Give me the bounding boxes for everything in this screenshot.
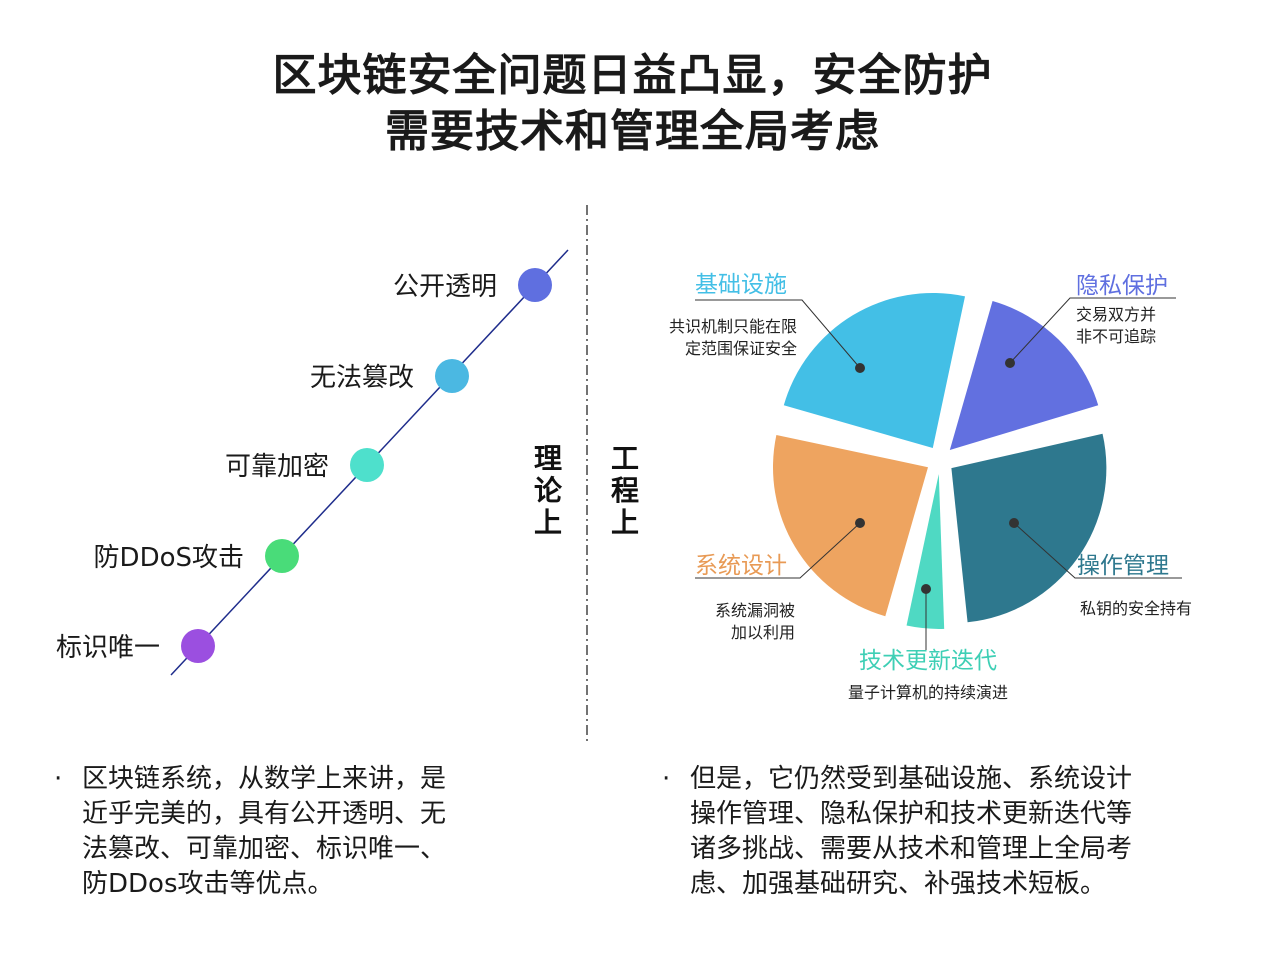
annotation-leader xyxy=(695,299,861,369)
vertical-label-char: 上 xyxy=(611,506,639,539)
pie-annotations: 隐私保护交易双方并非不可追踪操作管理私钥的安全持有技术更新迭代量子计算机的持续演… xyxy=(669,272,1192,702)
pie-slice xyxy=(772,434,928,617)
annotation-leader xyxy=(695,522,861,579)
bullet-dot: · xyxy=(54,764,63,794)
timeline-dot xyxy=(518,268,552,302)
slice-description: 系统漏洞被 xyxy=(715,601,795,620)
pie-chart xyxy=(772,292,1107,629)
bullet-right-line: 但是，它仍然受到基础设施、系统设计 xyxy=(690,764,1133,794)
vertical-label-char: 论 xyxy=(534,474,563,507)
bullet-right-line: 虑、加强基础研究、补强技术短板。 xyxy=(690,869,1107,899)
bullet-left-line: 近乎完美的，具有公开透明、无 xyxy=(82,799,447,829)
theory-label: 理论上 xyxy=(534,442,563,539)
timeline-dot xyxy=(265,539,299,573)
slice-description: 非不可追踪 xyxy=(1076,327,1156,346)
annotation-leader xyxy=(1009,297,1176,364)
annotation-dot xyxy=(921,584,931,594)
timeline-label: 标识唯一 xyxy=(56,633,160,663)
engineering-label: 工程上 xyxy=(611,442,639,539)
title-line-1: 区块链安全问题日益凸显，安全防护 xyxy=(272,50,993,101)
bullet-dot: · xyxy=(662,764,671,794)
slice-label: 基础设施 xyxy=(695,272,787,298)
vertical-label-char: 理 xyxy=(534,442,562,475)
annotation-leader xyxy=(1013,522,1182,579)
timeline-dot xyxy=(350,448,384,482)
page-title: 区块链安全问题日益凸显，安全防护 需要技术和管理全局考虑 xyxy=(0,48,1265,160)
slice-description: 加以利用 xyxy=(731,623,795,642)
slice-description: 共识机制只能在限 xyxy=(669,317,797,336)
timeline-label: 可靠加密 xyxy=(225,452,329,482)
vertical-label-char: 上 xyxy=(534,506,562,539)
bullet-right-line: 诸多挑战、需要从技术和管理上全局考 xyxy=(690,834,1133,864)
pie-slice xyxy=(951,433,1107,623)
bullet-left-line: 区块链系统，从数学上来讲，是 xyxy=(82,764,447,794)
slice-description: 量子计算机的持续演进 xyxy=(848,683,1008,702)
slice-description: 交易双方并 xyxy=(1076,305,1156,324)
timeline-dot xyxy=(181,629,215,663)
slice-label: 操作管理 xyxy=(1077,553,1169,579)
slice-label: 系统设计 xyxy=(695,553,787,579)
pie-slice xyxy=(949,301,1099,451)
annotation-dot xyxy=(855,518,865,528)
bullet-left-line: 法篡改、可靠加密、标识唯一、 xyxy=(82,834,447,864)
pie-slice xyxy=(783,292,966,448)
timeline-label: 无法篡改 xyxy=(310,363,414,393)
title-line-2: 需要技术和管理全局考虑 xyxy=(385,106,880,157)
slice-label: 隐私保护 xyxy=(1076,273,1168,299)
timeline-label: 防DDoS攻击 xyxy=(94,543,244,573)
timeline-label: 公开透明 xyxy=(393,272,497,302)
timeline-dot xyxy=(435,359,469,393)
pie-slice xyxy=(906,473,945,629)
annotation-dot xyxy=(855,363,865,373)
bullet-right-line: 操作管理、隐私保护和技术更新迭代等 xyxy=(690,799,1133,829)
vertical-label-char: 程 xyxy=(611,474,639,507)
bullet-left: · 区块链系统，从数学上来讲，是 近乎完美的，具有公开透明、无 法篡改、可靠加密… xyxy=(54,762,522,902)
annotation-dot xyxy=(1009,518,1019,528)
annotation-dot xyxy=(1005,358,1015,368)
bullet-left-line: 防DDos攻击等优点。 xyxy=(82,869,334,899)
vertical-label-char: 工 xyxy=(611,442,639,475)
slice-description: 私钥的安全持有 xyxy=(1080,599,1192,618)
bullet-right: · 但是，它仍然受到基础设施、系统设计 操作管理、隐私保护和技术更新迭代等 诸多… xyxy=(662,762,1230,902)
slice-label: 技术更新迭代 xyxy=(859,648,997,674)
slice-description: 定范围保证安全 xyxy=(685,339,797,358)
